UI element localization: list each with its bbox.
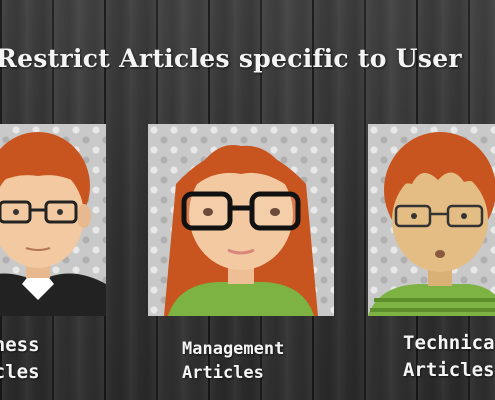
label-line-1: Business	[0, 334, 40, 356]
label-line-2: Articles	[403, 358, 495, 381]
business-user-avatar	[0, 132, 106, 316]
technical-user-avatar	[368, 132, 495, 316]
label-line-1: Management	[182, 339, 285, 359]
label-line-2: Articles	[182, 362, 264, 383]
management-user-card	[148, 124, 334, 316]
label-line-2: Articles	[0, 360, 40, 383]
label-line-1: Technical	[403, 332, 495, 354]
business-articles-label: Business Articles	[0, 332, 40, 385]
business-user-card	[0, 124, 106, 316]
management-articles-label: Management Articles	[182, 338, 284, 386]
technical-articles-label: Technical Articles	[403, 330, 495, 383]
slide-title: Restrict Articles specific to User	[0, 44, 462, 73]
management-user-avatar	[164, 145, 318, 316]
technical-user-card	[368, 124, 495, 316]
